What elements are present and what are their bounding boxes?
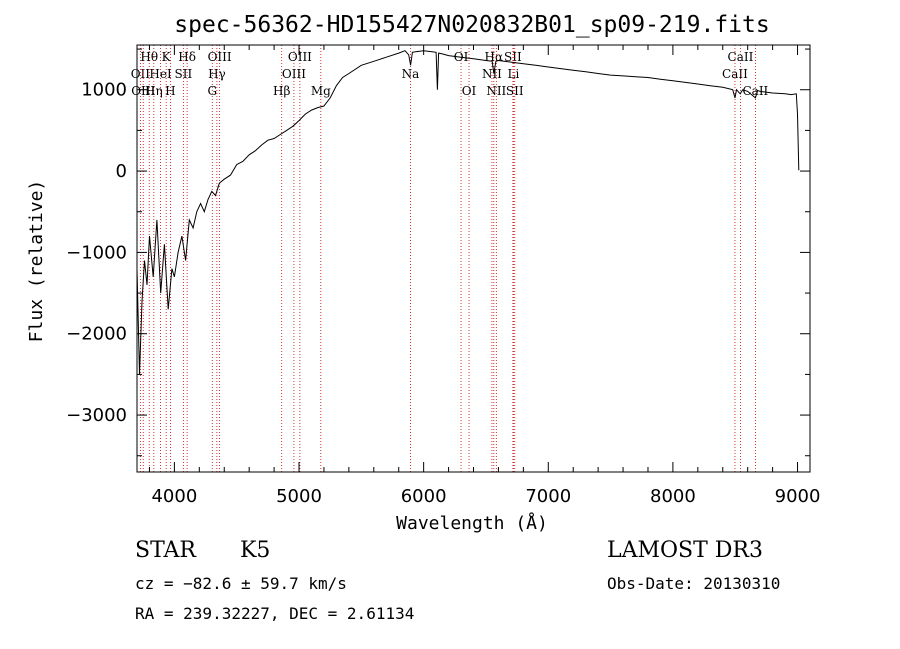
- line-marker-label: Li: [507, 67, 519, 81]
- obs-date: Obs-Date: 20130310: [607, 574, 781, 593]
- line-marker-label: NII: [482, 67, 502, 81]
- object-class: STAR: [135, 538, 196, 563]
- line-marker-label: Hθ: [140, 50, 158, 64]
- y-tick-label: −1000: [66, 242, 127, 263]
- y-tick-label: 0: [116, 161, 127, 182]
- x-tick-label: 7000: [525, 486, 571, 507]
- line-marker-label: Hβ: [273, 84, 290, 98]
- y-tick-label: 1000: [81, 80, 127, 101]
- x-tick-label: 4000: [151, 486, 197, 507]
- x-tick-label: 8000: [650, 486, 696, 507]
- x-tick-label: 9000: [775, 486, 821, 507]
- line-marker-label: CaII: [722, 67, 748, 81]
- y-axis-label: Flux (relative): [26, 180, 47, 343]
- object-subclass: K5: [240, 538, 271, 563]
- coordinates: RA = 239.32227, DEC = 2.61134: [135, 604, 415, 623]
- line-markers: OIIOIIIHθHηHeIKHSIIHδGHγOIIIHβOIIIOIIIMg…: [131, 45, 769, 472]
- line-marker-label: OIII: [288, 50, 312, 64]
- line-marker-label: SII: [506, 84, 524, 98]
- x-tick-label: 5000: [276, 486, 322, 507]
- y-tick-label: −3000: [66, 405, 127, 426]
- line-marker-label: Na: [402, 67, 420, 81]
- y-tick-label: −2000: [66, 324, 127, 345]
- line-marker-label: CaII: [728, 50, 754, 64]
- line-marker-label: Mg: [311, 84, 331, 98]
- spectrum-line: [136, 50, 800, 375]
- line-marker-label: NII: [486, 84, 506, 98]
- line-marker-label: K: [162, 50, 172, 64]
- line-marker-label: OIII: [282, 67, 306, 81]
- line-marker-label: Hδ: [178, 50, 196, 64]
- line-marker-label: H: [165, 84, 175, 98]
- line-marker-label: CaII: [742, 84, 768, 98]
- x-axis: 4000 5000 6000 7000 8000 9000: [148, 45, 821, 507]
- line-marker-label: OIII: [208, 50, 232, 64]
- line-marker-label: HeI: [149, 67, 172, 81]
- line-marker-label: G: [207, 84, 217, 98]
- chart-title: spec-56362-HD155427N020832B01_sp09-219.f…: [174, 12, 769, 38]
- x-tick-label: 6000: [401, 486, 447, 507]
- plot-frame: [136, 44, 811, 473]
- line-marker-label: SII: [175, 67, 193, 81]
- line-marker-label: OII: [131, 67, 151, 81]
- line-marker-label: OI: [462, 84, 477, 98]
- redshift-readout: cz = −82.6 ± 59.7 km/s: [135, 574, 347, 593]
- x-axis-label: Wavelength (Å): [396, 512, 548, 534]
- y-axis: −3000 −2000 −1000 0 1000: [66, 48, 810, 457]
- line-marker-label: Hγ: [208, 67, 226, 81]
- survey-name: LAMOST DR3: [607, 538, 763, 563]
- spectrum-series: [136, 50, 800, 375]
- line-marker-label: Hη: [145, 84, 163, 98]
- line-marker-label: Hα: [485, 50, 504, 64]
